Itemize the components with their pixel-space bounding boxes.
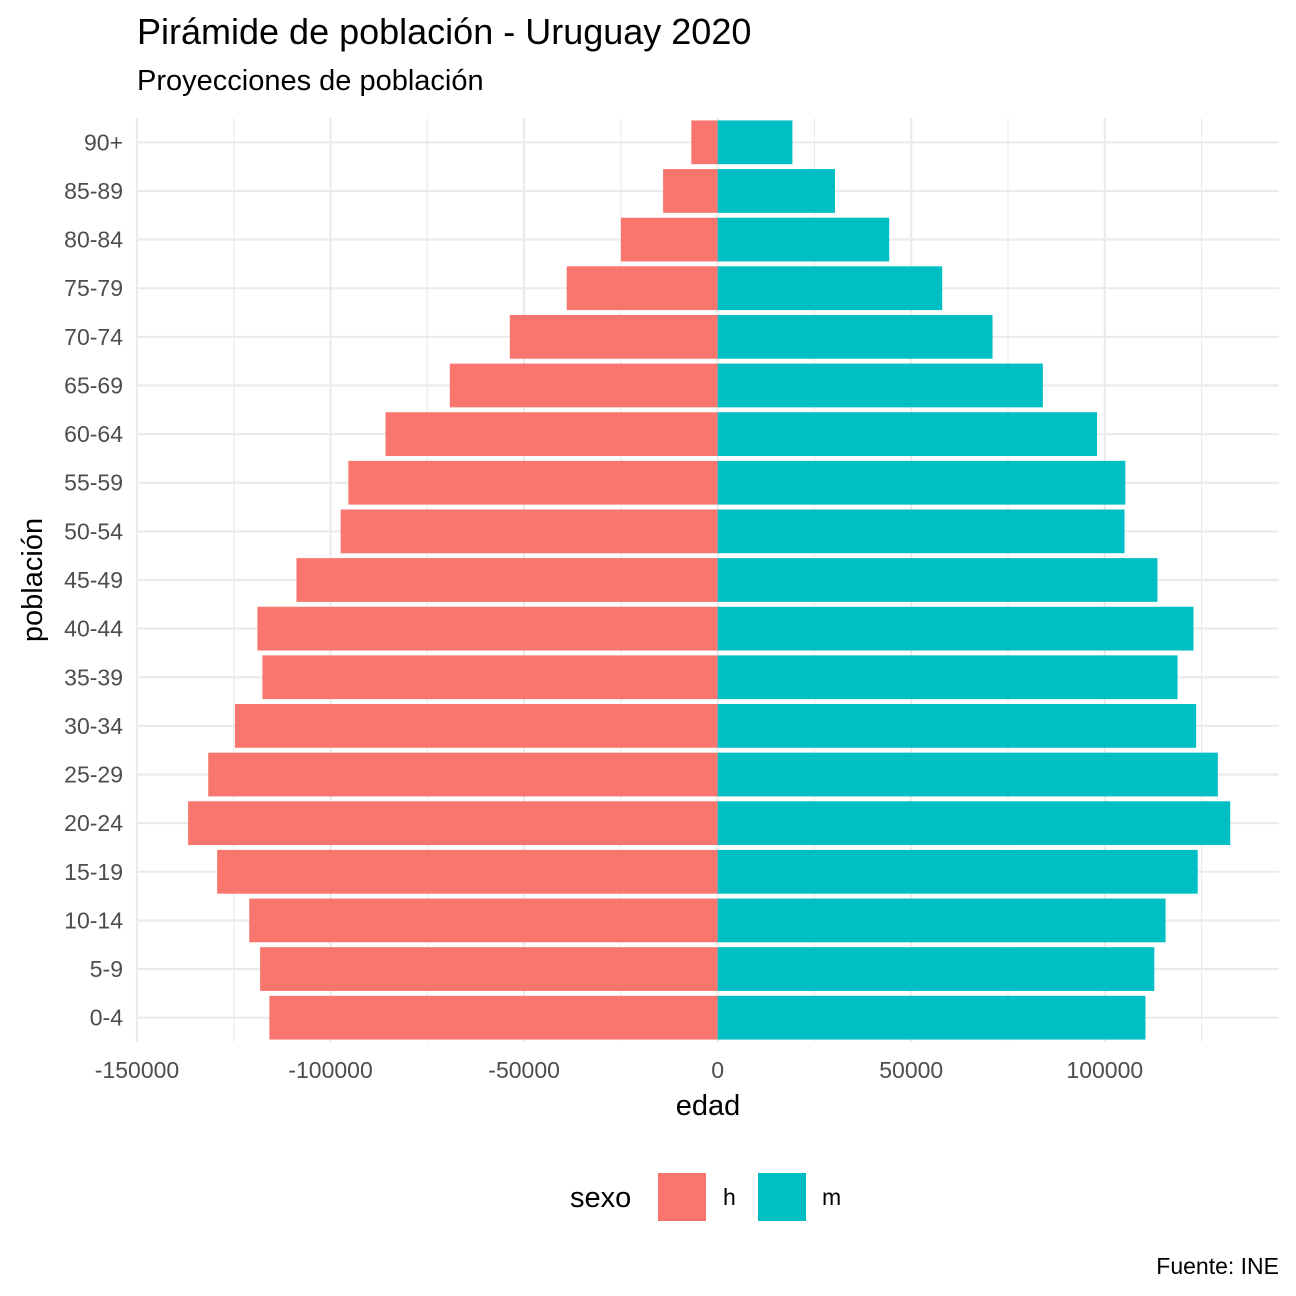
y-tick-label: 30-34: [64, 713, 123, 739]
y-tick-label: 35-39: [64, 664, 123, 690]
bars: [188, 120, 1231, 1040]
bar-m-80-84: [717, 217, 890, 262]
x-tick-label: 50000: [879, 1057, 943, 1083]
x-tick-label: 100000: [1066, 1057, 1143, 1083]
bar-h-25-29: [208, 752, 718, 797]
bar-h-40-44: [257, 606, 718, 651]
y-axis-title: población: [17, 518, 49, 642]
bar-h-65-69: [449, 363, 718, 408]
bar-h-85-89: [663, 169, 718, 213]
bar-m-35-39: [717, 655, 1178, 700]
bar-m-20-24: [717, 801, 1231, 846]
y-tick-label: 50-54: [64, 518, 123, 544]
chart-title: Pirámide de población - Uruguay 2020: [137, 11, 751, 52]
bar-m-40-44: [717, 606, 1194, 651]
y-tick-label: 20-24: [64, 810, 123, 836]
bar-m-25-29: [717, 752, 1218, 797]
bar-h-75-79: [566, 266, 718, 311]
bar-m-75-79: [717, 266, 943, 311]
x-tick-label: 0: [711, 1057, 724, 1083]
y-tick-label: 80-84: [64, 227, 123, 253]
bar-m-45-49: [717, 558, 1158, 602]
bar-m-15-19: [717, 849, 1198, 894]
bar-h-20-24: [188, 801, 718, 846]
y-tick-label: 10-14: [64, 907, 123, 933]
y-tick-label: 45-49: [64, 567, 123, 593]
bar-h-70-74: [509, 314, 718, 359]
y-tick-label: 60-64: [64, 421, 123, 447]
bar-h-5-9: [260, 947, 718, 991]
bar-h-35-39: [262, 655, 718, 700]
legend-label-h: h: [723, 1184, 736, 1210]
x-tick-label: -50000: [488, 1057, 560, 1083]
legend-swatch-h: [658, 1173, 706, 1221]
bar-h-10-14: [249, 898, 718, 943]
chart-caption: Fuente: INE: [1156, 1253, 1279, 1279]
x-tick-label: -150000: [95, 1057, 179, 1083]
y-tick-label: 0-4: [90, 1005, 123, 1031]
y-tick-label: 25-29: [64, 762, 123, 788]
y-tick-label: 85-89: [64, 178, 123, 204]
bar-h-50-54: [340, 509, 718, 554]
y-tick-label: 5-9: [90, 956, 123, 982]
y-tick-label: 75-79: [64, 275, 123, 301]
bar-h-60-64: [385, 412, 718, 456]
bar-m-30-34: [717, 704, 1197, 748]
bar-h-45-49: [296, 558, 718, 602]
y-tick-label: 90+: [84, 129, 123, 155]
bar-m-90+: [717, 120, 793, 165]
bar-m-55-59: [717, 460, 1126, 505]
bar-h-15-19: [217, 849, 718, 894]
y-tick-label: 15-19: [64, 859, 123, 885]
x-tick-labels: -150000 -100000 -50000 0 50000 100000: [95, 1057, 1143, 1083]
y-tick-label: 55-59: [64, 470, 123, 496]
bar-h-30-34: [234, 704, 718, 748]
bar-h-80-84: [620, 217, 718, 262]
x-axis-title: edad: [676, 1090, 741, 1122]
bar-m-0-4: [717, 995, 1146, 1040]
bar-m-70-74: [717, 314, 993, 359]
bar-h-90+: [691, 120, 718, 165]
bar-m-85-89: [717, 169, 835, 213]
bar-m-65-69: [717, 363, 1043, 408]
bar-m-5-9: [717, 947, 1155, 991]
y-tick-label: 70-74: [64, 324, 123, 350]
legend-label-m: m: [822, 1184, 841, 1210]
legend-title: sexo: [570, 1182, 631, 1214]
bar-m-50-54: [717, 509, 1125, 554]
bar-h-55-59: [348, 460, 718, 505]
y-tick-label: 65-69: [64, 372, 123, 398]
y-tick-label: 40-44: [64, 616, 123, 642]
legend-swatch-m: [758, 1173, 806, 1221]
chart-subtitle: Proyecciones de población: [137, 65, 484, 97]
bar-m-60-64: [717, 412, 1098, 456]
bar-m-10-14: [717, 898, 1166, 943]
x-tick-label: -100000: [288, 1057, 372, 1083]
y-tick-labels: 0-4 5-9 10-14 15-19 20-24 25-29 30-34 35-39 40-4…: [64, 129, 123, 1030]
bar-h-0-4: [269, 995, 718, 1040]
legend: sexo h m: [570, 1173, 841, 1221]
